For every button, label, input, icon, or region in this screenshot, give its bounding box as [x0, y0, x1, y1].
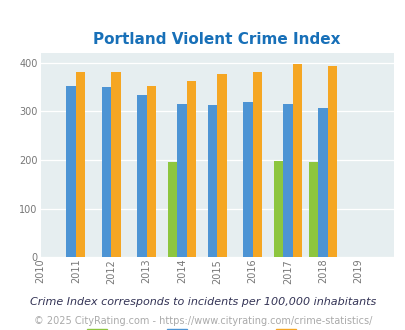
Bar	[167, 162, 177, 257]
Text: © 2025 CityRating.com - https://www.cityrating.com/crime-statistics/: © 2025 CityRating.com - https://www.city…	[34, 316, 371, 326]
Bar	[327, 66, 337, 257]
Bar	[186, 81, 196, 257]
Title: Portland Violent Crime Index: Portland Violent Crime Index	[93, 32, 340, 48]
Bar	[177, 104, 186, 257]
Legend: Portland, Pennsylvania, National: Portland, Pennsylvania, National	[82, 324, 351, 330]
Bar	[318, 108, 327, 257]
Bar	[282, 104, 292, 257]
Bar	[292, 64, 301, 257]
Bar	[111, 72, 120, 257]
Bar	[146, 86, 156, 257]
Bar	[217, 74, 226, 257]
Bar	[252, 72, 261, 257]
Bar	[207, 105, 217, 257]
Bar	[273, 161, 282, 257]
Bar	[137, 95, 146, 257]
Text: Crime Index corresponds to incidents per 100,000 inhabitants: Crime Index corresponds to incidents per…	[30, 297, 375, 307]
Bar	[66, 86, 76, 257]
Bar	[308, 162, 318, 257]
Bar	[76, 72, 85, 257]
Bar	[243, 103, 252, 257]
Bar	[102, 87, 111, 257]
